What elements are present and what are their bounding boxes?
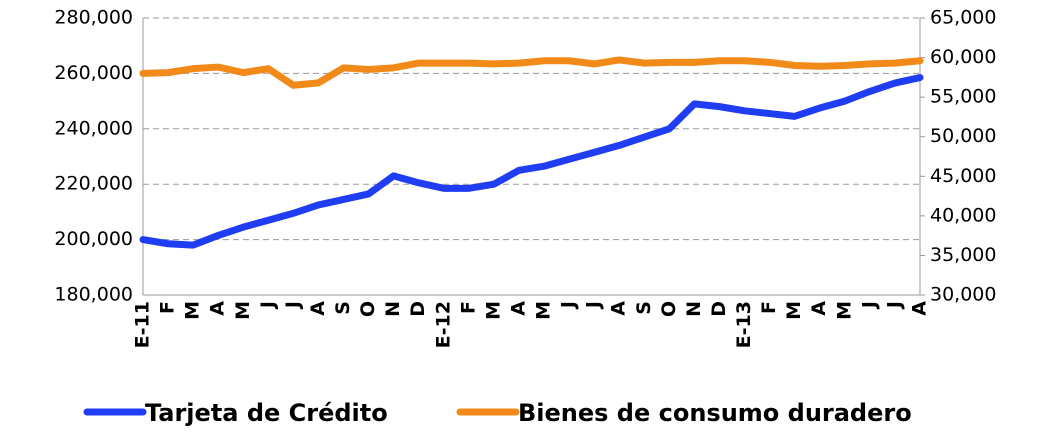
- x-tick-label: S: [633, 301, 655, 315]
- x-tick-label: E-12: [432, 301, 454, 348]
- line-series: [139, 56, 924, 89]
- x-tick-label: E-13: [733, 301, 755, 348]
- y2-tick-label: 45,000: [930, 165, 996, 187]
- x-tick-label: M: [232, 301, 254, 320]
- x-tick-label: M: [482, 301, 504, 320]
- x-tick-label: M: [833, 301, 855, 320]
- x-tick-label: J: [583, 301, 605, 310]
- x-tick-label: N: [683, 301, 705, 317]
- y-tick-label: 220,000: [54, 173, 133, 195]
- y-tick-label: 280,000: [54, 7, 133, 29]
- y-tick-label: 260,000: [54, 62, 133, 84]
- legend-label: Tarjeta de Crédito: [145, 399, 388, 427]
- y2-tick-label: 65,000: [930, 7, 996, 29]
- line-series: [139, 74, 924, 249]
- x-tick-label: F: [457, 301, 479, 314]
- y2-tick-label: 30,000: [930, 284, 996, 306]
- y-tick-label: 240,000: [54, 117, 133, 139]
- x-tick-label: D: [708, 301, 730, 317]
- x-tick-label: A: [608, 301, 630, 316]
- x-tick-label: D: [407, 301, 429, 317]
- x-tick-label: J: [282, 301, 304, 310]
- x-tick-label: F: [157, 301, 179, 314]
- x-tick-label: S: [332, 301, 354, 315]
- legend-label: Bienes de consumo duradero: [518, 399, 912, 427]
- x-tick-label: O: [658, 301, 680, 317]
- y2-tick-label: 40,000: [930, 204, 996, 226]
- x-tick-label: J: [858, 301, 880, 310]
- y2-tick-label: 50,000: [930, 125, 996, 147]
- x-tick-label: A: [507, 301, 529, 316]
- x-tick-label: A: [207, 301, 229, 316]
- x-tick-label: M: [182, 301, 204, 320]
- x-tick-label: E-11: [132, 301, 154, 348]
- y2-tick-label: 55,000: [930, 86, 996, 108]
- y2-tick-label: 60,000: [930, 46, 996, 68]
- y-tick-label: 200,000: [54, 228, 133, 250]
- x-tick-label: M: [533, 301, 555, 320]
- x-tick-label: A: [808, 301, 830, 316]
- x-tick-label: N: [382, 301, 404, 317]
- y2-tick-label: 35,000: [930, 244, 996, 266]
- x-tick-label: O: [357, 301, 379, 317]
- x-tick-label: J: [883, 301, 905, 310]
- y-tick-label: 180,000: [54, 284, 133, 306]
- x-tick-label: M: [783, 301, 805, 320]
- x-tick-label: J: [257, 301, 279, 310]
- x-tick-label: A: [909, 301, 931, 316]
- x-tick-label: J: [558, 301, 580, 310]
- x-tick-label: A: [307, 301, 329, 316]
- x-tick-label: F: [758, 301, 780, 314]
